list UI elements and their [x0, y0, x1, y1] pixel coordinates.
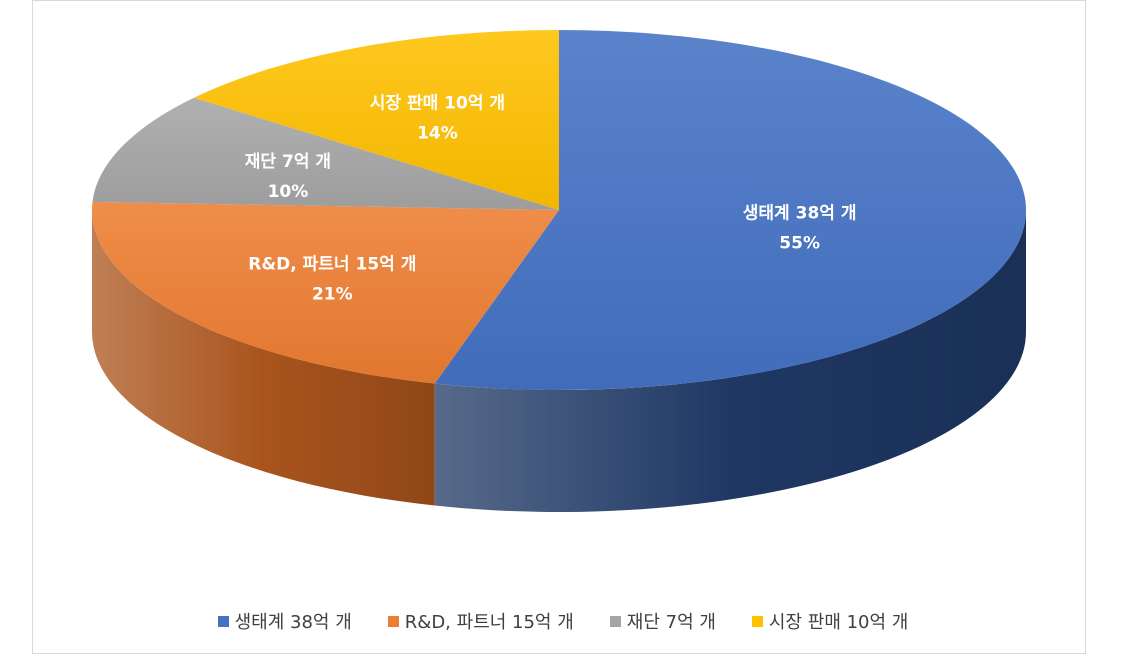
pie-labels: 생태계 38억 개 55% R&D, 파트너 15억 개 21% 재단 7억 개 10% 시…	[245, 94, 857, 305]
legend-item: R&D, 파트너 15억 개	[387, 608, 574, 634]
pie-slice-3	[193, 30, 559, 210]
legend-swatch-1	[387, 615, 399, 627]
slice-name-label: 시장 판매 10억 개	[370, 94, 505, 114]
legend-label: R&D, 파트너 15억 개	[404, 612, 574, 633]
pie-sides	[92, 210, 1026, 512]
legend-item: 생태계 38억 개	[217, 608, 352, 634]
pie-side-0	[434, 210, 1026, 512]
legend-swatch-0	[217, 615, 229, 627]
pie-slice-1	[92, 201, 559, 384]
slice-name-label: 재단 7억 개	[245, 152, 331, 172]
chart-legend: 생태계 38억 개 R&D, 파트너 15억 개 재단 7억 개 시장 판매 1…	[0, 608, 1126, 634]
pie-side-1	[92, 210, 435, 506]
slice-name-label: 생태계 38억 개	[743, 204, 857, 224]
slice-percent-label: 55%	[779, 234, 820, 254]
legend-swatch-3	[751, 615, 763, 627]
slice-percent-label: 10%	[268, 182, 309, 202]
slice-name-label: R&D, 파트너 15억 개	[248, 254, 416, 274]
pie-tops	[92, 30, 1026, 390]
pie-slice-0	[434, 30, 1026, 390]
legend-label: 생태계 38억 개	[234, 612, 352, 633]
legend-item: 시장 판매 10억 개	[751, 608, 909, 634]
pie-slice-2	[92, 97, 559, 210]
legend-label: 재단 7억 개	[626, 612, 716, 633]
legend-swatch-2	[609, 615, 621, 627]
legend-label: 시장 판매 10억 개	[768, 612, 909, 633]
slice-percent-label: 21%	[312, 284, 353, 304]
slice-percent-label: 14%	[417, 124, 458, 144]
legend-item: 재단 7억 개	[609, 608, 716, 634]
